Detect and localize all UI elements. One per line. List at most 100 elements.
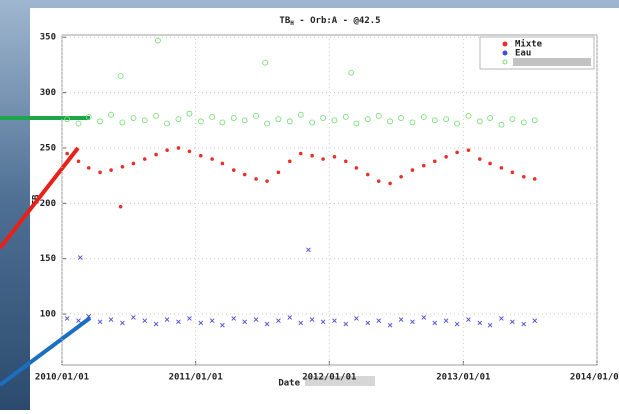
- point: [176, 319, 181, 325]
- point: [466, 317, 471, 322]
- point: [264, 321, 270, 327]
- point: [321, 157, 325, 161]
- point: [276, 318, 281, 324]
- point: [109, 168, 113, 172]
- point: [77, 255, 83, 260]
- point: [98, 170, 102, 175]
- x-tick-label: 2010/01/01: [35, 373, 89, 383]
- point: [498, 121, 505, 128]
- point: [488, 161, 492, 166]
- y-tick-label: 200: [40, 199, 56, 209]
- point: [198, 153, 203, 158]
- point: [153, 112, 160, 119]
- point: [164, 317, 170, 322]
- point: [220, 161, 225, 166]
- point: [230, 115, 237, 122]
- point: [521, 174, 526, 179]
- point: [118, 204, 123, 209]
- point: [443, 318, 449, 324]
- point: [210, 157, 214, 161]
- point: [209, 113, 216, 120]
- x-tick-label: 2013/01/01: [436, 373, 490, 383]
- point: [287, 315, 293, 320]
- chart-panel: [30, 8, 619, 410]
- point: [420, 113, 427, 120]
- point: [64, 116, 71, 123]
- chart-title: TBH - Orb:A - @42.5: [279, 16, 380, 27]
- point: [499, 316, 504, 321]
- point: [108, 111, 115, 118]
- point: [320, 319, 326, 325]
- point: [86, 166, 91, 170]
- point: [309, 317, 315, 322]
- pointer-blue: [0, 316, 92, 387]
- point: [97, 319, 103, 325]
- point: [275, 116, 282, 123]
- point: [198, 320, 204, 326]
- point: [454, 120, 461, 127]
- point: [85, 113, 92, 120]
- point: [432, 159, 437, 164]
- point: [348, 69, 355, 76]
- pointer-red: [0, 146, 80, 250]
- point: [387, 118, 394, 125]
- point: [131, 161, 136, 166]
- point: [119, 119, 126, 126]
- x-tick-label: 2011/01/01: [169, 373, 223, 383]
- point: [443, 116, 450, 123]
- point: [365, 320, 371, 326]
- point: [431, 117, 438, 124]
- point: [297, 111, 304, 118]
- point: [231, 168, 236, 172]
- point: [253, 112, 260, 119]
- point: [342, 113, 349, 120]
- point: [242, 172, 247, 177]
- point: [499, 166, 504, 170]
- point: [387, 322, 393, 328]
- y-tick-label: 300: [40, 88, 56, 98]
- point: [254, 177, 258, 181]
- point: [375, 112, 382, 119]
- point: [219, 119, 226, 126]
- point: [187, 149, 192, 154]
- point: [310, 153, 314, 158]
- x-tick-label: 2012/01/01: [302, 373, 356, 383]
- point: [176, 146, 181, 150]
- point: [142, 157, 147, 161]
- point: [376, 318, 382, 324]
- point: [476, 118, 483, 125]
- point: [64, 316, 70, 321]
- point: [153, 321, 159, 327]
- point: [432, 320, 438, 326]
- point: [76, 318, 81, 324]
- point: [478, 157, 482, 161]
- point: [332, 155, 337, 159]
- point: [532, 177, 537, 181]
- point: [209, 318, 215, 324]
- point: [287, 159, 292, 164]
- point: [354, 316, 359, 321]
- point: [197, 118, 204, 125]
- point: [520, 119, 527, 126]
- point: [108, 317, 114, 322]
- point: [465, 112, 472, 119]
- point: [75, 120, 82, 127]
- legend-marker: [502, 41, 508, 47]
- point: [487, 115, 494, 122]
- y-tick-label: 150: [40, 254, 56, 264]
- point: [509, 116, 516, 123]
- point: [306, 247, 311, 253]
- point: [365, 172, 370, 177]
- point: [65, 151, 69, 156]
- point: [399, 174, 403, 179]
- point: [154, 37, 161, 44]
- point: [165, 148, 169, 152]
- point: [187, 316, 192, 321]
- legend-label: Mixte: [515, 39, 543, 50]
- x-tick-label: 2014/01/01: [570, 373, 619, 383]
- point: [120, 320, 125, 326]
- point: [532, 318, 538, 324]
- point: [398, 317, 404, 322]
